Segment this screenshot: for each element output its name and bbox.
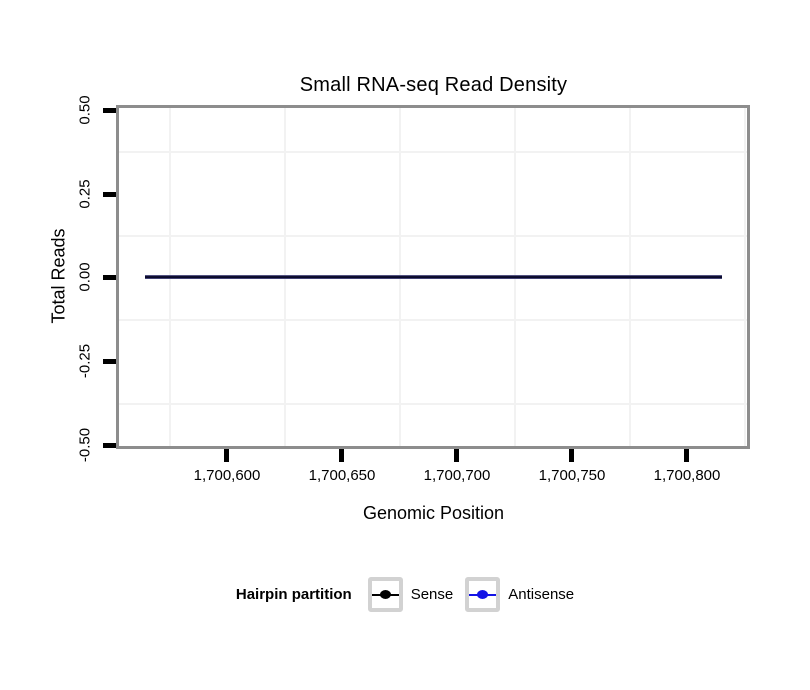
x-axis-title: Genomic Position	[362, 503, 505, 523]
y-tick-label: 0.50	[76, 95, 94, 125]
x-axis-tick	[454, 449, 459, 462]
chart-title: Small RNA-seq Read Density	[299, 74, 568, 96]
legend: Hairpin partition Sense Antisense	[0, 576, 810, 613]
y-tick-label: -0.50	[76, 427, 94, 463]
y-axis-tick	[103, 108, 116, 113]
minor-vertical-gridline	[744, 108, 746, 446]
x-axis-tick	[684, 449, 689, 462]
y-axis-tick	[103, 359, 116, 364]
legend-label-antisense: Antisense	[508, 586, 575, 603]
y-axis-title: Total Reads	[48, 228, 69, 324]
y-axis-tick	[103, 443, 116, 448]
legend-key-box	[465, 577, 501, 612]
legend-label-sense: Sense	[410, 586, 454, 603]
x-tick-label: 1,700,700	[423, 467, 491, 484]
x-axis-tick	[224, 449, 229, 462]
y-tick-label: -0.25	[76, 343, 94, 379]
x-tick-label: 1,700,750	[538, 467, 606, 484]
x-tick-label: 1,700,650	[308, 467, 376, 484]
plot-panel	[116, 105, 750, 449]
legend-item-antisense: Antisense	[465, 577, 574, 612]
minor-horizontal-gridline	[119, 403, 747, 405]
x-tick-label: 1,700,600	[193, 467, 261, 484]
antisense-point-icon	[477, 590, 489, 599]
y-tick-label: 0.00	[76, 262, 94, 292]
legend-key-box	[367, 577, 403, 612]
legend-title: Hairpin partition	[235, 586, 352, 603]
y-axis-tick	[103, 275, 116, 280]
y-axis-tick	[103, 192, 116, 197]
minor-horizontal-gridline	[119, 151, 747, 153]
x-axis-tick	[569, 449, 574, 462]
sense-point-icon	[379, 590, 391, 599]
minor-horizontal-gridline	[119, 235, 747, 237]
legend-item-sense: Sense	[367, 577, 454, 612]
x-tick-label: 1,700,800	[653, 467, 721, 484]
x-axis-tick	[339, 449, 344, 462]
minor-horizontal-gridline	[119, 319, 747, 321]
read-density-zero-line	[145, 275, 722, 279]
y-tick-label: 0.25	[76, 179, 94, 209]
